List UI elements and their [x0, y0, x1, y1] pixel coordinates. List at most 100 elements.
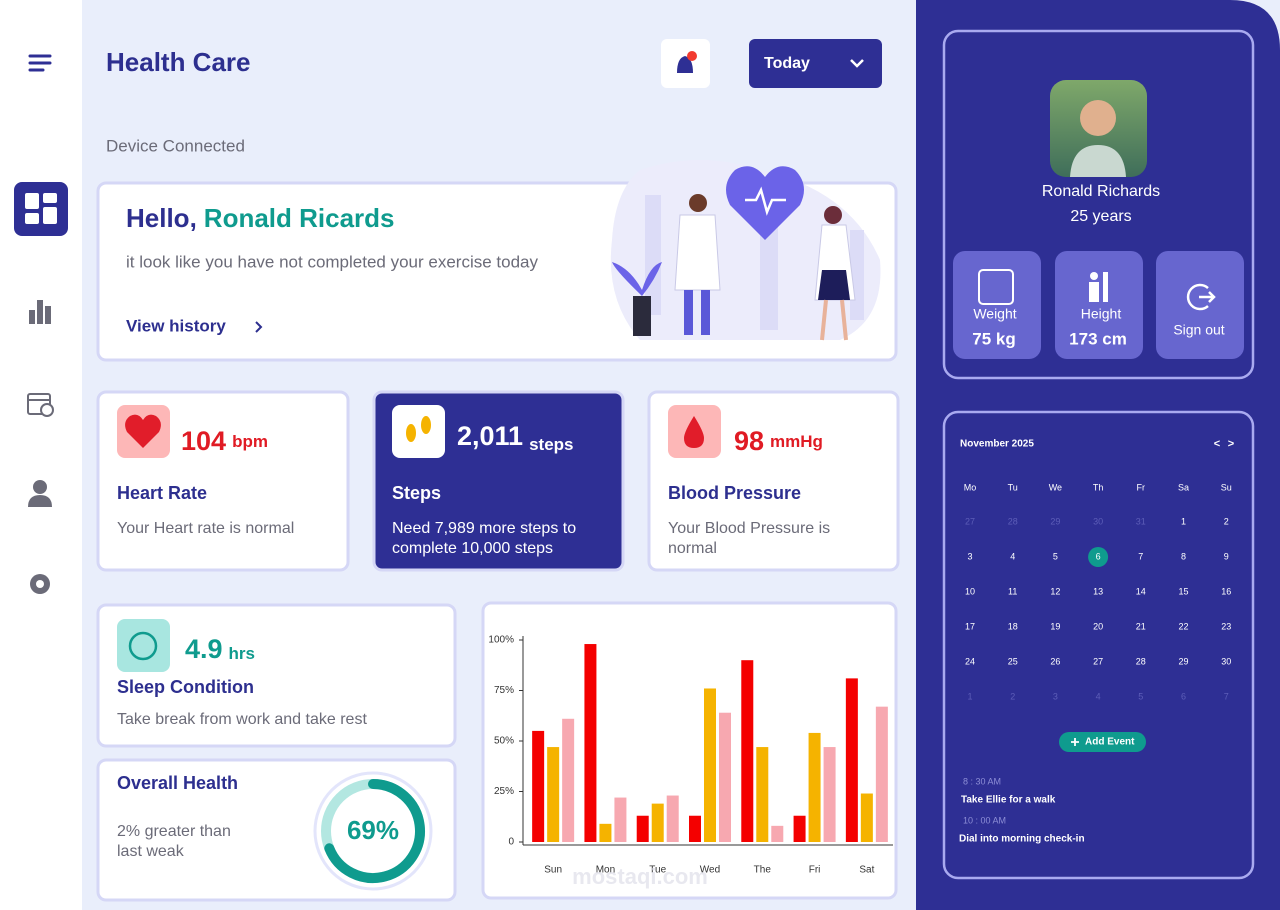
day: 27 [1093, 656, 1103, 666]
y-tick-label: 75% [494, 685, 514, 696]
bar [741, 660, 754, 842]
day: 10 [965, 586, 975, 596]
event-title: Take Ellie for a walk [961, 795, 1056, 806]
device-status: Device Connected [106, 136, 245, 155]
stats-icon[interactable] [29, 300, 51, 324]
signout-tile[interactable] [1156, 251, 1244, 359]
bar [875, 706, 888, 842]
heart-value: 104 bpm [181, 426, 268, 456]
day: 30 [1093, 516, 1103, 526]
heart-title: Heart Rate [117, 483, 207, 503]
day: 31 [1136, 516, 1146, 526]
overall-desc: last weak [117, 843, 185, 860]
pressure-value: 98 mmHg [734, 426, 823, 456]
day: 18 [1008, 621, 1018, 631]
sleep-desc: Take break from work and take rest [117, 711, 367, 728]
day: 3 [1053, 691, 1058, 701]
event-title: Dial into morning check-in [959, 834, 1085, 845]
calendar-icon[interactable] [27, 393, 54, 417]
bar [823, 747, 836, 842]
period-select[interactable] [749, 39, 882, 88]
pressure-unit: mmHg [770, 432, 823, 451]
tile-label: Sign out [1173, 322, 1224, 338]
day: 30 [1221, 656, 1231, 666]
day: 3 [967, 551, 972, 561]
y-tick-label: 25% [494, 786, 514, 797]
bar [808, 732, 821, 842]
y-tick-label: 100% [488, 635, 514, 646]
day: 7 [1224, 691, 1229, 701]
bar-chart: 0 25% 50% 75% 100% Sun Mon Tue Wed The Fri Sat [488, 635, 893, 876]
user-icon[interactable] [28, 480, 52, 507]
right-panel [916, 0, 1280, 910]
bell-icon [677, 56, 693, 73]
weekday: We [1049, 482, 1062, 492]
bar [666, 795, 679, 842]
pressure-number: 98 [734, 426, 764, 456]
day: 28 [1008, 516, 1018, 526]
steps-title: Steps [392, 483, 441, 503]
bar [562, 718, 575, 842]
ring-arc [324, 779, 425, 883]
day: 5 [1053, 551, 1058, 561]
bar [756, 747, 769, 842]
profile-card [942, 29, 1255, 380]
sleep-card [96, 603, 457, 748]
y-tick-label: 50% [494, 736, 514, 747]
watermark: mostaqi.com [572, 864, 708, 889]
day: 6 [1181, 691, 1186, 701]
weekday: Fr [1137, 482, 1146, 492]
sleep-number: 4.9 [185, 634, 223, 664]
notification-dot [687, 51, 697, 61]
pressure-title: Blood Pressure [668, 483, 801, 503]
event-time: 8 : 30 AM [963, 776, 1001, 786]
day: 2 [1010, 691, 1015, 701]
chevron-right [255, 321, 263, 333]
weekday: Tu [1008, 482, 1018, 492]
day: 24 [965, 656, 975, 666]
bar [614, 797, 627, 842]
calendar-card [942, 410, 1255, 880]
add-event-button[interactable] [1059, 732, 1146, 752]
pressure-desc: Your Blood Pressure is [668, 520, 830, 537]
selected-day [1088, 547, 1109, 567]
day: 16 [1221, 586, 1231, 596]
menu-icon[interactable] [28, 54, 52, 72]
sleep-icon [128, 631, 158, 661]
day: 23 [1221, 621, 1231, 631]
prev-month[interactable]: < [1214, 438, 1220, 450]
dashboard-icon[interactable] [14, 182, 68, 236]
weekday: Sa [1178, 482, 1189, 492]
bar [845, 678, 858, 842]
heart-icon [125, 414, 161, 448]
day: 19 [1050, 621, 1060, 631]
ring-bg [313, 771, 433, 891]
period-label: Today [764, 55, 810, 72]
next-month[interactable]: > [1228, 438, 1234, 450]
x-tick-label: Sun [544, 865, 562, 876]
add-event-label: Add Event [1085, 737, 1135, 748]
day: 5 [1138, 691, 1143, 701]
calendar-month: November 2025 [960, 439, 1034, 450]
day: 4 [1096, 691, 1101, 701]
view-history-link[interactable]: View history [126, 316, 226, 335]
greeting: Hello, Ronald Ricards [126, 203, 395, 233]
day: 7 [1138, 551, 1143, 561]
weekday: Th [1093, 482, 1104, 492]
sleep-value: 4.9 hrs [185, 634, 255, 664]
day: 17 [965, 621, 975, 631]
x-tick-label: The [754, 865, 772, 876]
x-tick-label: Tue [649, 865, 666, 876]
ring-label: 69% [347, 815, 399, 845]
day: 9 [1224, 551, 1229, 561]
day: 25 [1008, 656, 1018, 666]
bar [584, 644, 597, 842]
heart-desc: Your Heart rate is normal [117, 520, 294, 537]
greeting-name: Ronald Ricards [204, 203, 395, 233]
bar [636, 815, 649, 842]
settings-icon[interactable] [30, 574, 50, 594]
bar [651, 803, 664, 842]
weekday: Mo [964, 482, 977, 492]
day: 1 [967, 691, 972, 701]
